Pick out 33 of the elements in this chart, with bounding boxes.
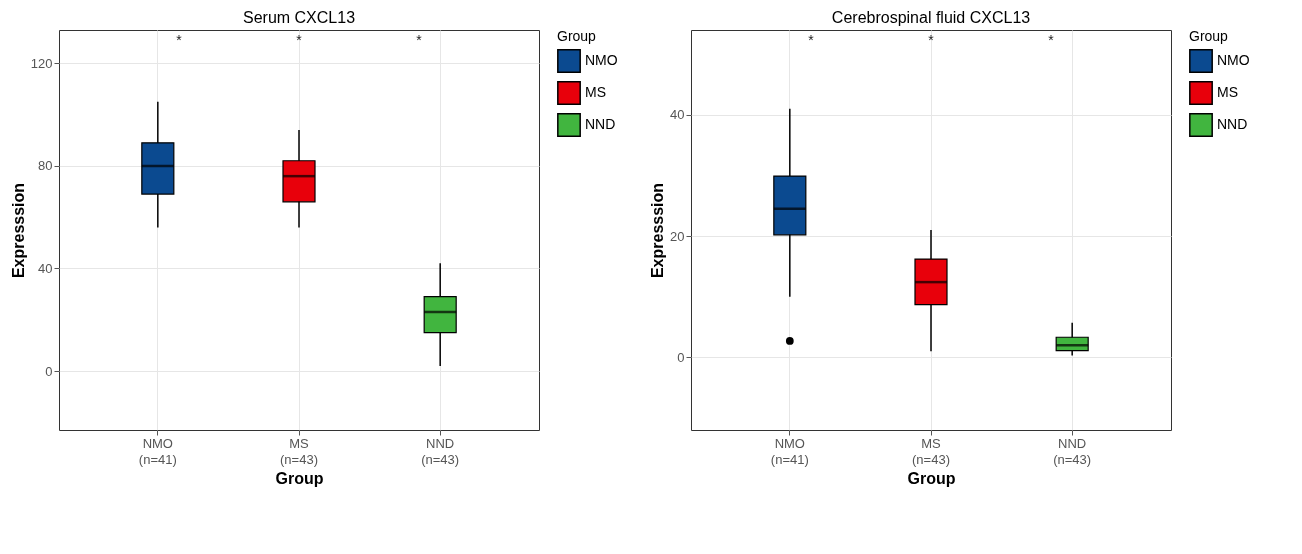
y-tick-label: 80 bbox=[38, 158, 53, 174]
x-tick-label: NND (n=43) bbox=[1053, 435, 1092, 467]
y-axis-title: Expresssion bbox=[649, 182, 667, 279]
y-tick-label: 40 bbox=[38, 260, 53, 276]
annotation: * bbox=[1048, 32, 1055, 48]
legend-label: NND bbox=[585, 116, 616, 132]
x-tick-label: NND (n=43) bbox=[421, 435, 460, 467]
annotation: * bbox=[808, 32, 815, 48]
legend-label: MS bbox=[1217, 84, 1238, 100]
legend-label: NND bbox=[1217, 116, 1248, 132]
y-tick-label: 20 bbox=[670, 228, 685, 244]
x-axis-title: Group bbox=[275, 469, 324, 487]
y-tick-label: 0 bbox=[45, 363, 53, 379]
annotation: * bbox=[176, 32, 183, 48]
y-tick-label: 0 bbox=[677, 349, 685, 365]
legend-title: Group bbox=[1189, 28, 1229, 44]
y-tick-label: 120 bbox=[30, 55, 53, 71]
x-tick-label: MS (n=43) bbox=[912, 435, 950, 467]
legend-label: NMO bbox=[1217, 52, 1250, 68]
y-axis-title: Expresssion bbox=[9, 182, 27, 279]
x-tick-label: NMO (n=41) bbox=[770, 435, 809, 467]
annotation: * bbox=[928, 32, 935, 48]
annotation: * bbox=[296, 32, 303, 48]
x-tick-label: NMO (n=41) bbox=[138, 435, 177, 467]
x-axis-title: Group bbox=[907, 469, 956, 487]
y-tick-label: 40 bbox=[670, 107, 685, 123]
legend-title: Group bbox=[557, 28, 597, 44]
legend-label: MS bbox=[585, 84, 606, 100]
chart-title: Serum CXCL13 bbox=[242, 9, 356, 26]
legend-label: NMO bbox=[585, 52, 618, 68]
chart-title: Cerebrospinal fluid CXCL13 bbox=[831, 9, 1031, 26]
x-tick-label: MS (n=43) bbox=[280, 435, 318, 467]
annotation: * bbox=[416, 32, 423, 48]
